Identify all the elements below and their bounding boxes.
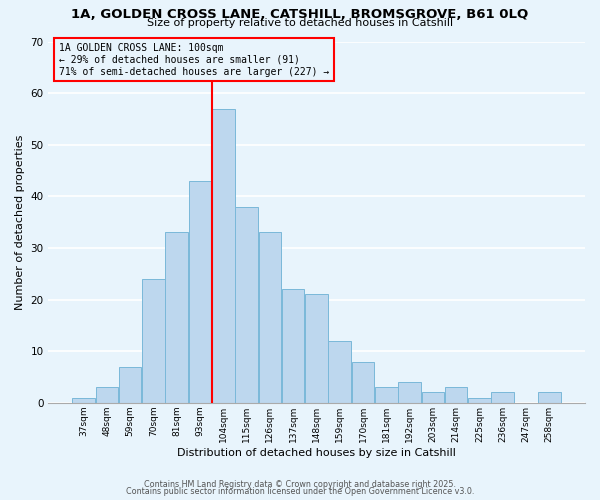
Text: 1A GOLDEN CROSS LANE: 100sqm
← 29% of detached houses are smaller (91)
71% of se: 1A GOLDEN CROSS LANE: 100sqm ← 29% of de… bbox=[59, 44, 329, 76]
Text: Contains HM Land Registry data © Crown copyright and database right 2025.: Contains HM Land Registry data © Crown c… bbox=[144, 480, 456, 489]
Bar bbox=[375, 388, 398, 403]
Bar bbox=[212, 108, 235, 403]
X-axis label: Distribution of detached houses by size in Catshill: Distribution of detached houses by size … bbox=[177, 448, 456, 458]
Bar bbox=[422, 392, 444, 403]
Bar bbox=[259, 232, 281, 403]
Bar bbox=[305, 294, 328, 403]
Bar bbox=[538, 392, 560, 403]
Bar bbox=[468, 398, 491, 403]
Bar bbox=[95, 388, 118, 403]
Bar bbox=[398, 382, 421, 403]
Bar bbox=[188, 181, 211, 403]
Text: Contains public sector information licensed under the Open Government Licence v3: Contains public sector information licen… bbox=[126, 487, 474, 496]
Bar bbox=[166, 232, 188, 403]
Bar bbox=[282, 289, 304, 403]
Bar bbox=[142, 279, 165, 403]
Bar bbox=[445, 388, 467, 403]
Text: Size of property relative to detached houses in Catshill: Size of property relative to detached ho… bbox=[147, 18, 453, 28]
Bar bbox=[491, 392, 514, 403]
Bar bbox=[72, 398, 95, 403]
Bar bbox=[119, 366, 142, 403]
Text: 1A, GOLDEN CROSS LANE, CATSHILL, BROMSGROVE, B61 0LQ: 1A, GOLDEN CROSS LANE, CATSHILL, BROMSGR… bbox=[71, 8, 529, 20]
Y-axis label: Number of detached properties: Number of detached properties bbox=[15, 134, 25, 310]
Bar bbox=[352, 362, 374, 403]
Bar bbox=[235, 206, 258, 403]
Bar bbox=[328, 341, 351, 403]
